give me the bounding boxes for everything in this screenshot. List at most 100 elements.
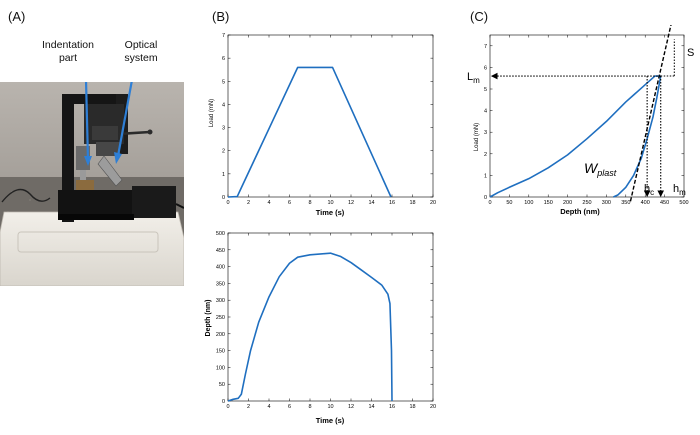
x-tick-label: 6	[288, 404, 291, 410]
x-tick-label: 0	[488, 200, 491, 206]
x-tick-label: 500	[679, 200, 688, 206]
callout-arrow-right	[116, 82, 133, 157]
y-tick-label: 7	[222, 33, 225, 39]
chart-b-bottom-ylabel: Depth (nm)	[205, 300, 212, 337]
hm-sub: m	[679, 188, 686, 197]
y-tick-label: 0	[222, 195, 225, 201]
wplast-sub: plast	[596, 168, 617, 178]
hm-main: h	[673, 183, 679, 195]
callout-optical-line2: system	[124, 52, 158, 64]
y-tick-label: 5	[484, 87, 487, 93]
lm-label: Lm	[467, 71, 480, 85]
panel-label-b: (B)	[212, 9, 230, 24]
y-tick-label: 300	[216, 298, 225, 304]
chart-b-bottom-ticks: 0 2 4 6 8 10 12 14 16 18 2005010015020025030035040…	[216, 231, 436, 410]
y-tick-label: 1	[484, 173, 487, 179]
x-tick-label: 14	[368, 200, 374, 206]
x-tick-label: 20	[430, 200, 436, 206]
x-tick-label: 16	[389, 200, 395, 206]
x-tick-label: 6	[288, 200, 291, 206]
chart-b-top-xlabel: Time (s)	[316, 208, 345, 217]
chart-c-series	[489, 75, 662, 198]
y-tick-label: 50	[219, 382, 225, 388]
chart-c-ylabel: Load (mN)	[474, 123, 480, 151]
chart-c-ticks: 0 50 100 150 200 250 300 350 400 450 500 0 1 2 3 4 5 6 7	[484, 35, 689, 206]
x-tick-label: 4	[267, 404, 270, 410]
callout-indentation-line2: part	[58, 52, 78, 64]
y-tick-label: 150	[216, 349, 225, 355]
hc-main: h	[644, 183, 650, 195]
y-tick-label: 4	[222, 102, 225, 108]
stiffness-tangent-line	[629, 25, 672, 202]
series-line-unloading	[613, 75, 662, 198]
chart-b-bottom-axes	[227, 232, 434, 402]
x-tick-label: 10	[327, 200, 333, 206]
callout-optical-line1: Optical	[124, 39, 158, 51]
x-tick-label: 14	[368, 404, 374, 410]
chart-b-top-axes	[227, 34, 434, 198]
series-line-0	[227, 252, 393, 402]
chart-c-xlabel: Depth (nm)	[560, 207, 600, 216]
x-tick-label: 300	[602, 200, 611, 206]
nanoindenter-photo	[0, 82, 184, 286]
x-tick-label: 250	[582, 200, 591, 206]
x-tick-label: 150	[544, 200, 553, 206]
lm-label-main: L	[467, 71, 473, 83]
s-label: S	[687, 47, 694, 59]
x-tick-label: 200	[563, 200, 572, 206]
hc-label: hc	[644, 183, 654, 197]
x-tick-label: 450	[660, 200, 669, 206]
y-tick-label: 7	[484, 44, 487, 50]
y-tick-label: 1	[222, 172, 225, 178]
x-tick-label: 4	[267, 200, 270, 206]
series-line-0	[227, 66, 392, 198]
x-tick-label: 18	[409, 404, 415, 410]
y-tick-label: 200	[216, 332, 225, 338]
y-tick-label: 5	[222, 79, 225, 85]
x-tick-label: 8	[308, 404, 311, 410]
x-tick-label: 2	[247, 404, 250, 410]
x-tick-label: 10	[327, 404, 333, 410]
callout-arrow-left	[84, 82, 90, 161]
series-line-loading	[489, 75, 661, 198]
x-tick-label: 12	[348, 200, 354, 206]
chart-c-load-depth: 0 50 100 150 200 250 300 350 400 450 500 0 1 2 3 4 5 6 7 D…	[467, 25, 694, 216]
y-tick-label: 2	[222, 149, 225, 155]
y-tick-label: 4	[484, 109, 487, 115]
callout-optical-system: Optical system	[110, 39, 172, 65]
x-tick-label: 18	[409, 200, 415, 206]
y-tick-label: 350	[216, 281, 225, 287]
plot-frame	[227, 34, 434, 198]
x-tick-label: 20	[430, 404, 436, 410]
plot-frame	[227, 232, 434, 402]
y-tick-label: 250	[216, 315, 225, 321]
x-tick-label: 12	[348, 404, 354, 410]
y-tick-label: 6	[484, 65, 487, 71]
y-tick-label: 2	[484, 152, 487, 158]
wplast-main: W	[584, 160, 599, 176]
panel-label-c: (C)	[470, 9, 489, 24]
hc-sub: c	[650, 188, 654, 197]
x-tick-label: 100	[524, 200, 533, 206]
hm-label: hm	[673, 183, 686, 197]
wplast-label: Wplast	[584, 160, 617, 178]
chart-b-top-series	[227, 66, 392, 198]
x-tick-label: 50	[506, 200, 512, 206]
x-tick-label: 8	[308, 200, 311, 206]
y-tick-label: 3	[222, 126, 225, 132]
y-tick-label: 100	[216, 365, 225, 371]
y-tick-label: 450	[216, 248, 225, 254]
chart-b-depth-time: 0 2 4 6 8 10 12 14 16 18 2005010015020025030035040…	[205, 231, 436, 425]
y-tick-label: 0	[484, 195, 487, 201]
x-tick-label: 2	[247, 200, 250, 206]
chart-b-top-ylabel: Load (mN)	[209, 99, 215, 127]
chart-c-annotations	[490, 25, 675, 202]
chart-b-bottom-series	[227, 252, 393, 402]
x-tick-label: 350	[621, 200, 630, 206]
y-tick-label: 0	[222, 399, 225, 405]
callout-indentation-part: Indentation part	[32, 39, 104, 65]
y-tick-label: 500	[216, 231, 225, 237]
y-tick-label: 3	[484, 130, 487, 136]
